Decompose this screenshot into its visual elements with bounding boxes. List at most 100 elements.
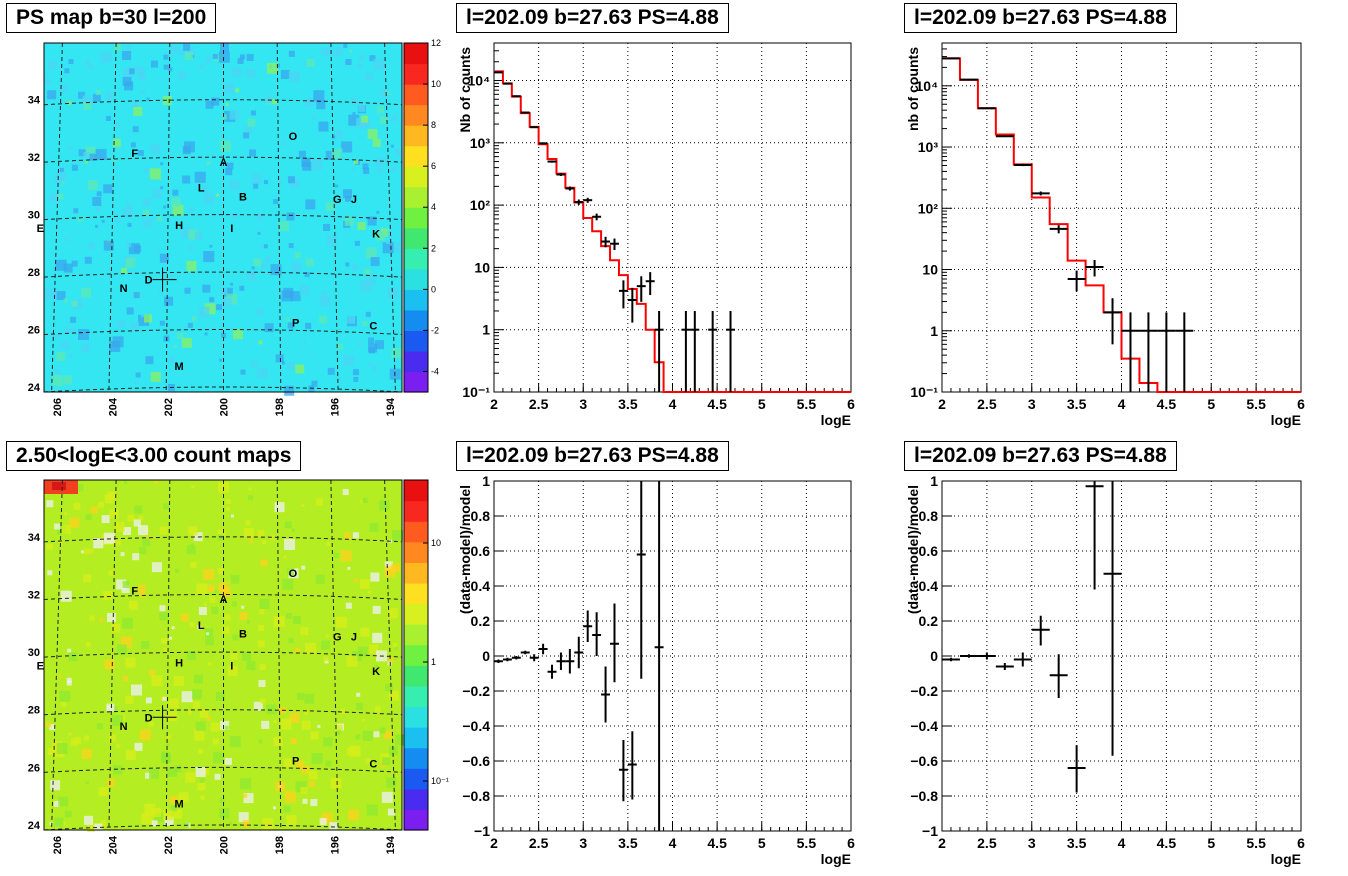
map-pixel: [224, 725, 229, 730]
map-pixel: [207, 716, 212, 721]
map-pixel: [285, 317, 290, 322]
colorbar-band: [404, 166, 428, 188]
map-pixel: [385, 240, 390, 245]
latitude-line: [43, 329, 403, 336]
map-pixel: [258, 625, 265, 632]
map-pixel: [169, 795, 178, 804]
map-pixel: [309, 781, 316, 788]
map-pixel: [264, 323, 274, 333]
map-graticule: [43, 42, 403, 393]
colorbar-band: [404, 289, 428, 311]
map-pixel: [361, 718, 365, 722]
count-map: 24 26 28 30 32 34 206 204 202 200 198 196 194 A B C D E F G…: [28, 479, 406, 854]
map-pixel: [228, 821, 232, 825]
map-pixel: [89, 615, 95, 621]
map-pixel: [51, 375, 63, 387]
y-tick-label: 0.4: [471, 578, 491, 594]
map-pixel: [125, 45, 132, 52]
y-tick-label: 0.2: [471, 613, 491, 629]
source-label-b: B: [239, 629, 247, 641]
map-pixel: [278, 369, 282, 373]
colorbar-band: [404, 145, 428, 167]
map-pixel: [129, 68, 136, 75]
x-tick-label: 2: [938, 835, 946, 851]
colorbar-tick-label: 10: [431, 79, 441, 89]
map-pixel: [217, 529, 226, 538]
map-pixel: [164, 296, 174, 306]
map-pixel: [205, 100, 214, 109]
colorbar-band: [404, 186, 428, 208]
source-label-m: M: [175, 799, 184, 811]
colorbar-band: [404, 747, 428, 769]
map-pixel: [243, 793, 248, 798]
map-pixel: [365, 311, 371, 317]
map-pixel: [85, 781, 89, 785]
map-pixel: [394, 148, 402, 156]
map-pixel: [325, 201, 335, 211]
map-pixel: [230, 574, 240, 584]
y-tick-label: 1: [482, 322, 490, 338]
map-pixel: [375, 157, 384, 166]
colorbar-band: [404, 125, 428, 147]
map-y-tick-label: 30: [28, 647, 40, 659]
map-pixel: [239, 54, 245, 60]
y-tick-label: −0.2: [910, 683, 938, 699]
x-tick-label: 6: [1297, 835, 1305, 851]
map-pixel: [68, 652, 78, 662]
map-pixel: [150, 371, 161, 382]
map-pixel: [218, 51, 230, 63]
map-pixel: [138, 515, 144, 521]
map-pixel: [384, 566, 396, 578]
map-pixel: [48, 60, 58, 70]
map-pixel: [190, 543, 194, 547]
map-pixel: [306, 157, 310, 161]
map-pixel: [191, 485, 195, 489]
map-pixel: [222, 626, 230, 634]
map-pixel: [114, 122, 120, 128]
map-pixel: [335, 616, 347, 628]
map-pixel: [357, 646, 368, 657]
map-pixel: [188, 710, 193, 715]
map-pixel: [259, 609, 265, 615]
map-pixel: [139, 591, 146, 598]
map-pixel: [387, 808, 395, 816]
colorbar-band: [404, 685, 428, 708]
map-pixel: [240, 778, 252, 790]
map-pixel: [392, 642, 397, 647]
map-pixel: [186, 260, 197, 271]
map-hotspot: [52, 482, 66, 490]
latitude-line: [43, 386, 403, 393]
map-pixel: [47, 90, 57, 100]
map-pixel: [225, 499, 231, 505]
map-pixel: [98, 618, 103, 623]
source-label-n: N: [120, 721, 128, 733]
map-pixel: [335, 184, 339, 188]
map-pixel: [247, 118, 256, 127]
x-axis-label: logE: [1271, 412, 1301, 428]
map-pixel: [278, 221, 289, 232]
map-pixel: [325, 634, 329, 638]
map-x-tick-label: 198: [274, 836, 286, 854]
map-pixel: [151, 807, 161, 817]
map-pixel: [382, 242, 394, 254]
map-pixel: [284, 538, 296, 550]
map-top-title: PS map b=30 l=200: [6, 3, 217, 33]
map-y-tick-label: 32: [28, 589, 40, 601]
y-tick-label: 0: [482, 648, 490, 664]
colorbar-band: [404, 350, 428, 373]
map-pixel: [348, 114, 360, 126]
longitude-line: [384, 42, 396, 393]
map-pixel: [126, 242, 132, 248]
y-tick-label: 10³: [470, 135, 491, 151]
map-pixel: [83, 548, 90, 555]
map-pixel: [57, 193, 64, 200]
map-pixel: [273, 737, 283, 747]
map-pixel: [353, 578, 358, 583]
map-pixel: [355, 703, 363, 711]
map-pixel: [239, 285, 245, 291]
map-pixel: [85, 59, 91, 65]
map-pixel: [145, 697, 152, 704]
map-pixel: [133, 107, 143, 117]
map-pixel: [158, 291, 163, 296]
map-pixel: [249, 149, 257, 157]
